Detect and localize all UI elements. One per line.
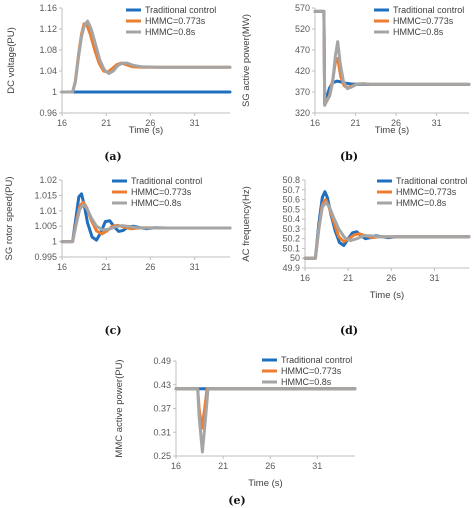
y-tick-label: 520 <box>295 24 310 34</box>
y-tick-label: 1.08 <box>39 45 57 55</box>
x-tick-label: 16 <box>57 262 67 272</box>
x-tick-label: 26 <box>265 461 275 471</box>
y-tick-label: 50.5 <box>282 204 300 214</box>
chart-panel-e: 0.25 0.31 0.37 0.43 0.49 16 21 26 31 Time (s) MMC … <box>110 346 366 494</box>
x-tick-label: 21 <box>101 262 111 272</box>
x-tick-label: 26 <box>145 262 155 272</box>
x-tick-label: 26 <box>145 118 155 128</box>
y-tick-label: 1.16 <box>39 3 57 13</box>
series-line-hmmc-0773 <box>174 387 357 430</box>
x-tick-label: 21 <box>101 118 111 128</box>
legend-label-hmmc-0773: HMMC=0.773s <box>281 366 342 376</box>
y-tick-label: 1.01 <box>39 206 57 216</box>
y-tick-label: 1.02 <box>39 175 57 185</box>
x-axis-label: Time (s) <box>375 125 409 136</box>
chart-panel-c: 0.995 1 1.005 1.01 1.015 1.02 16 21 26 31 SG rotor… <box>0 168 237 306</box>
y-tick-label: 0.43 <box>153 380 171 390</box>
x-axis-label: Time (s) <box>129 125 163 136</box>
x-tick-label: 26 <box>391 118 401 128</box>
chart-panel-a: 0.96 1 1.04 1.08 1.12 1.16 16 21 26 31 Time (s) DC … <box>0 0 237 150</box>
legend-label-hmmc-08: HMMC=0.8s <box>145 27 196 37</box>
caption-d: (d) <box>339 324 359 337</box>
y-tick-label: 50.4 <box>282 214 300 224</box>
x-tick-label: 16 <box>171 461 181 471</box>
series-line-hmmc-08 <box>60 19 232 94</box>
legend-label-hmmc-0773: HMMC=0.773s <box>396 187 457 197</box>
x-tick-label: 26 <box>386 273 396 283</box>
series-line-hmmc-08 <box>313 9 471 107</box>
y-tick-label: 50.2 <box>282 234 300 244</box>
legend-label-traditional: Traditional control <box>393 5 464 15</box>
x-tick-label: 16 <box>57 118 67 128</box>
y-tick-label: 50.7 <box>282 185 300 195</box>
x-tick-label: 16 <box>300 273 310 283</box>
x-tick-label: 31 <box>190 262 200 272</box>
y-tick-label: 320 <box>295 108 310 118</box>
y-tick-label: 570 <box>295 3 310 13</box>
y-tick-label: 0.995 <box>34 252 57 262</box>
y-axis-label: SG active power(MW) <box>241 14 252 107</box>
y-tick-label: 49.9 <box>282 263 300 273</box>
x-tick-label: 21 <box>218 461 228 471</box>
chart-svg-c: 0.995 1 1.005 1.01 1.015 1.02 16 21 26 31 SG rotor… <box>4 175 232 272</box>
x-tick-label: 16 <box>310 118 320 128</box>
x-tick-label: 31 <box>429 273 439 283</box>
caption-a: (a) <box>104 150 122 163</box>
x-tick-label: 31 <box>432 118 442 128</box>
legend-label-traditional: Traditional control <box>396 176 467 186</box>
legend-label-traditional: Traditional control <box>131 176 202 186</box>
caption-b: (b) <box>339 150 359 163</box>
x-tick-label: 31 <box>190 118 200 128</box>
chart-panel-b: 320 370 420 470 520 570 16 21 26 31 Time (s) SG act… <box>237 0 474 150</box>
y-axis-label: MMC active power(PU) <box>114 359 125 457</box>
y-tick-label: 50.8 <box>282 175 300 185</box>
y-tick-label: 1.12 <box>39 24 57 34</box>
chart-panel-d: 49.9 50 50.1 50.2 50.3 50.4 50.5 50.6 50.7 50.8 16… <box>237 168 474 318</box>
y-tick-label: 1 <box>52 237 57 247</box>
x-axis-label: Time (s) <box>370 290 404 301</box>
series-line-hmmc-08 <box>174 387 357 454</box>
y-tick-label: 50.6 <box>282 195 300 205</box>
y-tick-label: 1.015 <box>34 190 57 200</box>
y-tick-label: 0.25 <box>153 451 171 461</box>
x-tick-label: 21 <box>343 273 353 283</box>
x-tick-label: 21 <box>351 118 361 128</box>
legend-label-hmmc-0773: HMMC=0.773s <box>145 16 206 26</box>
y-tick-label: 0.37 <box>153 404 171 414</box>
legend-label-traditional: Traditional control <box>145 5 216 15</box>
y-tick-label: 470 <box>295 45 310 55</box>
y-tick-label: 0.31 <box>153 427 171 437</box>
y-tick-label: 0.49 <box>153 356 171 366</box>
legend-label-hmmc-0773: HMMC=0.773s <box>393 16 454 26</box>
caption-c: (c) <box>104 324 122 337</box>
y-tick-label: 50.3 <box>282 224 300 234</box>
legend-label-hmmc-08: HMMC=0.8s <box>131 198 182 208</box>
y-axis-label: DC voltage(PU) <box>6 27 17 94</box>
y-tick-label: 420 <box>295 66 310 76</box>
y-tick-label: 1 <box>52 87 57 97</box>
y-tick-label: 1.04 <box>39 66 57 76</box>
y-tick-label: 50.1 <box>282 243 300 253</box>
legend-label-hmmc-08: HMMC=0.8s <box>396 198 447 208</box>
chart-svg-e: 0.25 0.31 0.37 0.43 0.49 16 21 26 31 Time (s) MMC … <box>114 355 357 489</box>
x-axis-label: Time (s) <box>248 478 282 489</box>
caption-e: (e) <box>228 494 246 507</box>
y-tick-label: 50 <box>290 253 300 263</box>
legend-label-traditional: Traditional control <box>281 355 352 365</box>
y-axis-label: SG rotor speed(PU) <box>4 177 15 261</box>
legend-label-hmmc-0773: HMMC=0.773s <box>131 187 192 197</box>
y-tick-label: 370 <box>295 87 310 97</box>
series-line-hmmc-08 <box>60 203 232 244</box>
legend-label-hmmc-08: HMMC=0.8s <box>281 377 332 387</box>
y-tick-label: 0.96 <box>39 108 57 118</box>
x-tick-label: 31 <box>312 461 322 471</box>
series-line-hmmc-08 <box>303 201 471 260</box>
y-tick-label: 1.005 <box>34 221 57 231</box>
legend-label-hmmc-08: HMMC=0.8s <box>393 27 444 37</box>
chart-svg-a: 0.96 1 1.04 1.08 1.12 1.16 16 21 26 31 Time (s) DC … <box>6 3 232 136</box>
chart-svg-b: 320 370 420 470 520 570 16 21 26 31 Time (s) SG act… <box>241 3 471 136</box>
y-axis-label: AC frequency(Hz) <box>241 186 252 262</box>
